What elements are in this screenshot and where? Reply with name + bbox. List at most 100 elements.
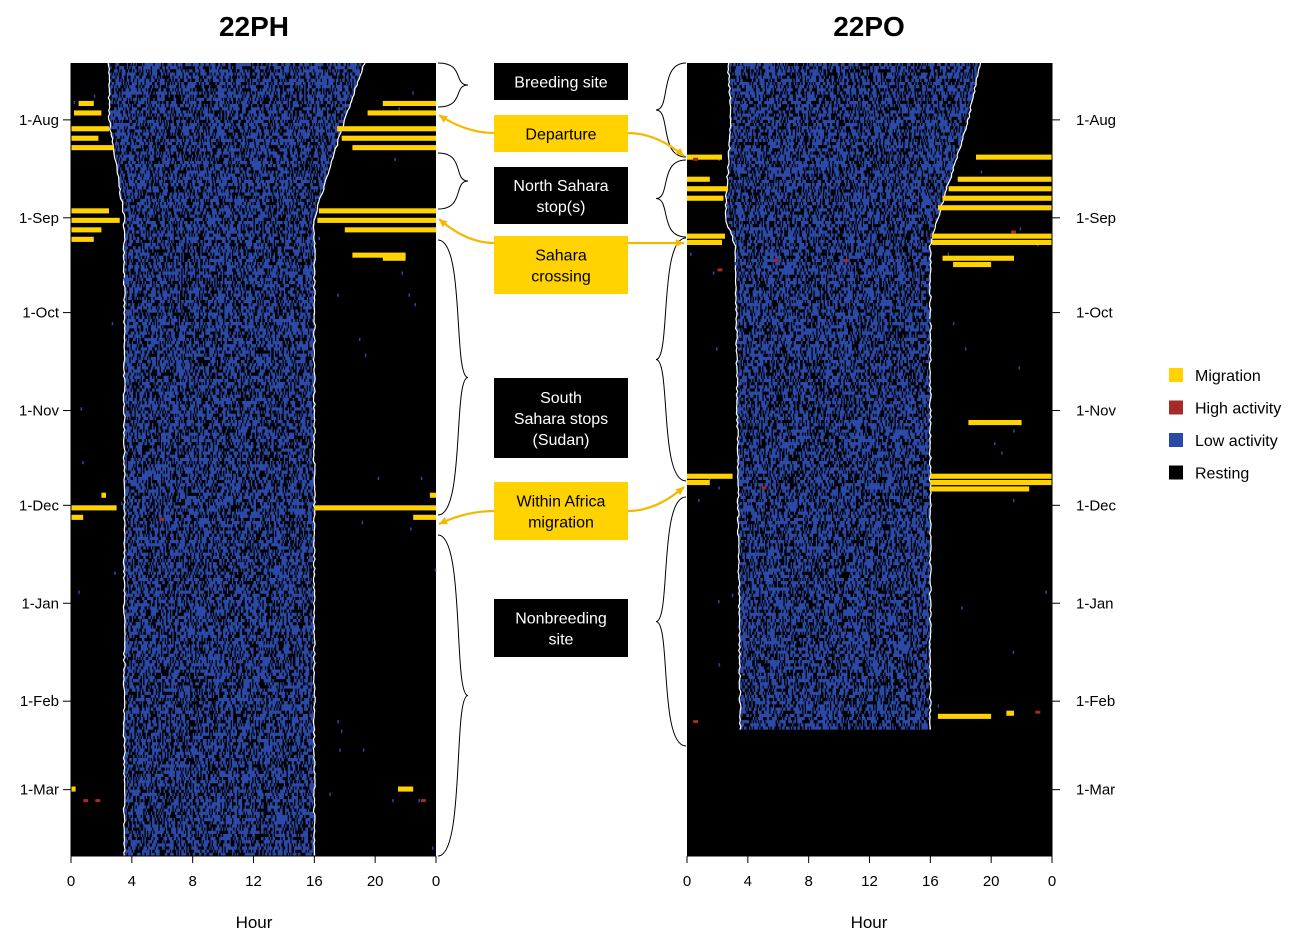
x-tick-label: 20 — [983, 873, 1000, 890]
x-tick-label: 16 — [922, 873, 939, 890]
migration-bout — [937, 713, 992, 719]
low-activity-cell — [716, 347, 718, 351]
migration-box-text: crossing — [531, 269, 591, 286]
low-activity-cell — [690, 252, 692, 256]
y-tick-label: 1-Feb — [1076, 693, 1115, 710]
segment-box-text: site — [549, 632, 574, 649]
low-activity-cell — [875, 132, 878, 136]
low-activity-cell — [398, 107, 400, 111]
low-activity-cell — [145, 780, 148, 784]
x-tick-label: 20 — [367, 873, 384, 890]
migration-bout — [71, 236, 94, 242]
low-activity-cell — [173, 821, 176, 825]
low-activity-cell — [840, 660, 842, 664]
day-activity-band — [724, 62, 981, 730]
arrow-within-africa-22ph — [438, 509, 495, 525]
low-activity-cell — [160, 363, 162, 367]
migration-bout — [352, 145, 436, 151]
sunset-line — [928, 62, 981, 730]
low-activity-cell — [731, 593, 734, 597]
segment-annotations: Breeding site North Sahara stop(s) South Sah… — [437, 62, 687, 857]
high-activity-cell — [773, 258, 779, 262]
high-activity-cell — [83, 799, 89, 803]
low-activity-cell — [906, 94, 908, 98]
low-activity-cell — [931, 123, 934, 127]
high-activity-cell — [693, 720, 699, 724]
migration-bout — [78, 100, 94, 106]
low-activity-cell — [1045, 590, 1047, 594]
low-activity-cell — [73, 100, 76, 105]
low-activity-cell — [291, 562, 293, 566]
high-activity-cell — [95, 799, 101, 803]
segment-box-text: South — [540, 390, 582, 407]
low-activity-cell — [734, 262, 737, 266]
high-activity-cell — [843, 258, 849, 262]
migration-bout — [687, 176, 710, 182]
migration-bout — [74, 110, 102, 116]
low-activity-cell — [881, 426, 884, 430]
legend-label: Resting — [1195, 466, 1249, 483]
low-activity-cell — [329, 792, 331, 796]
low-activity-cell — [78, 590, 80, 594]
segment-box-text: Nonbreeding — [515, 611, 607, 628]
migration-bout — [341, 135, 436, 141]
low-activity-cell — [304, 372, 306, 376]
segment-box — [494, 167, 628, 224]
migration-bout — [968, 420, 1022, 426]
x-tick-label: 8 — [188, 873, 196, 890]
arrow-sahara-22ph-head — [439, 219, 448, 228]
low-activity-cell — [952, 322, 955, 326]
x-tick-label: 16 — [306, 873, 323, 890]
resting-speckle — [725, 63, 981, 730]
axes: 0 4 8 12 16 20 0 1-Aug 1-Sep 1-Oct 1-Nov 1-Dec 1-Jan… — [683, 63, 1117, 890]
segment-box-text: stop(s) — [537, 199, 586, 216]
y-tick-label: 1-Jan — [21, 595, 59, 612]
low-activity-cell — [248, 723, 251, 727]
migration-bout — [71, 126, 109, 132]
arrow-within-africa-22po — [627, 486, 685, 513]
low-activity-cell — [324, 123, 327, 127]
migration-bout — [957, 176, 1052, 182]
y-tick-label: 1-Oct — [22, 305, 60, 322]
segment-box-text: (Sudan) — [533, 432, 590, 449]
y-tick-label: 1-Oct — [1076, 305, 1114, 322]
low-activity-cell — [875, 366, 877, 370]
migration-bout — [314, 505, 436, 511]
legend-swatch — [1169, 465, 1183, 480]
low-activity-cell — [318, 236, 321, 240]
low-activity-cell — [299, 192, 301, 196]
migration-bout — [687, 473, 733, 479]
legend-label: Low activity — [1195, 433, 1278, 450]
brace-breeding-site-22po — [655, 62, 687, 158]
low-activity-cell — [414, 303, 416, 307]
high-activity-cell — [159, 517, 165, 521]
arrow-departure-22ph-head — [439, 115, 448, 123]
y-tick-label: 1-Mar — [1076, 782, 1115, 799]
low-activity-cell — [718, 486, 720, 490]
low-activity-cell — [392, 799, 394, 803]
migration-bout — [953, 262, 992, 268]
y-tick-label: 1-Aug — [19, 112, 59, 129]
low-activity-cell — [412, 91, 414, 95]
migration-bout — [398, 786, 414, 792]
low-activity-cell — [337, 293, 339, 297]
low-activity-cell — [863, 265, 866, 269]
migration-box — [494, 236, 628, 294]
low-activity-cell — [337, 720, 339, 724]
low-activity-cell — [771, 511, 774, 515]
low-activity-cell — [961, 606, 963, 610]
low-activity-cell — [408, 293, 411, 297]
arrow-departure-22po-head — [675, 147, 684, 156]
migration-bout — [942, 195, 1052, 201]
low-activity-cell — [737, 625, 740, 629]
low-activity-cell — [799, 704, 802, 708]
brace-north-sahara-22ph — [437, 152, 469, 210]
legend-label: High activity — [1195, 401, 1281, 418]
y-tick-label: 1-Nov — [19, 403, 60, 420]
x-tick-label: 0 — [683, 873, 691, 890]
arrow-departure-22ph — [438, 114, 495, 135]
low-activity-cell — [126, 638, 128, 642]
migration-bout — [71, 786, 76, 792]
legend-swatch — [1169, 433, 1183, 447]
low-activity-cell — [418, 799, 420, 803]
